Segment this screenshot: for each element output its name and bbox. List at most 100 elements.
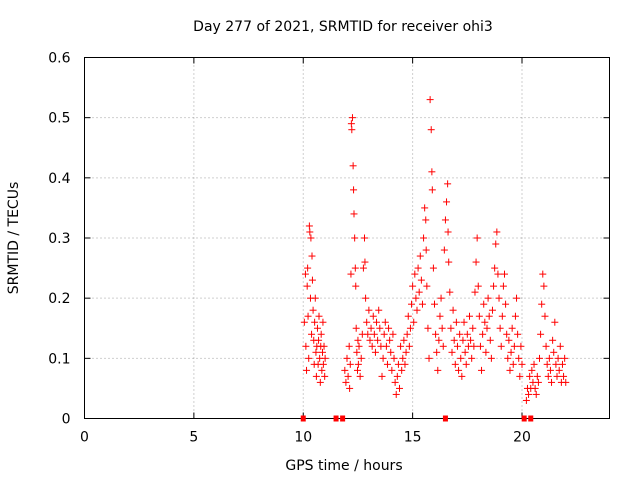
data-point [408, 300, 416, 308]
data-point [300, 318, 308, 326]
data-point [538, 300, 546, 308]
data-point [445, 258, 453, 266]
y-tick-label: 0.1 [48, 351, 70, 367]
data-point [303, 282, 311, 290]
data-point [518, 360, 526, 368]
data-point [375, 306, 383, 314]
data-point [534, 378, 542, 386]
data-point [537, 330, 545, 338]
data-point [369, 312, 377, 320]
data-point [542, 342, 550, 350]
y-tick-label: 0.5 [48, 111, 70, 127]
data-point [359, 264, 367, 272]
data-point [403, 330, 411, 338]
data-point [361, 258, 369, 266]
data-point [458, 372, 466, 380]
data-point [492, 240, 500, 248]
y-axis-label: SRMTID / TECUs [6, 182, 22, 295]
data-point [555, 366, 563, 374]
data-point [391, 378, 399, 386]
baseline-mark [528, 415, 534, 422]
data-point [304, 264, 312, 272]
data-point [459, 336, 467, 344]
data-point [398, 366, 406, 374]
data-point [405, 342, 413, 350]
data-point [399, 354, 407, 362]
data-point [510, 342, 518, 350]
data-point [401, 360, 409, 368]
data-point [456, 330, 464, 338]
data-point [373, 318, 381, 326]
baseline-mark [300, 415, 306, 422]
data-point [468, 354, 476, 362]
data-point [354, 336, 362, 344]
data-point [356, 372, 364, 380]
data-point [342, 378, 350, 386]
data-point [493, 228, 501, 236]
data-point [422, 246, 430, 254]
data-point [380, 330, 388, 338]
data-point [449, 306, 457, 314]
data-point [319, 318, 327, 326]
data-point [506, 366, 514, 374]
y-tick-label: 0.6 [48, 51, 70, 67]
data-point [554, 354, 562, 362]
data-point [311, 294, 319, 302]
data-point [505, 336, 513, 344]
x-tick-label: 15 [404, 430, 422, 446]
data-point [484, 294, 492, 302]
data-point [466, 312, 473, 320]
baseline-mark [340, 415, 346, 422]
data-point [461, 348, 469, 356]
data-point [321, 372, 329, 380]
data-point [471, 288, 479, 296]
data-point [541, 312, 549, 320]
data-point [478, 366, 486, 374]
data-point [346, 384, 354, 392]
data-point [348, 114, 356, 122]
data-point [457, 354, 465, 362]
x-tick-label: 5 [189, 430, 198, 446]
data-point [513, 294, 521, 302]
data-point [386, 336, 394, 344]
data-point [530, 360, 538, 368]
data-point [308, 330, 316, 338]
data-point [425, 354, 433, 362]
data-point [347, 120, 355, 128]
data-point [343, 354, 351, 362]
data-point [501, 270, 508, 278]
data-point [556, 342, 564, 350]
data-point [474, 282, 482, 290]
data-point [473, 234, 481, 242]
data-point [423, 282, 431, 290]
data-point [485, 312, 493, 320]
data-point [462, 360, 470, 368]
data-point [544, 372, 552, 380]
data-point [303, 366, 311, 374]
data-point [490, 282, 498, 290]
data-point [418, 300, 426, 308]
data-point [406, 324, 414, 332]
data-point [417, 276, 425, 284]
data-point [428, 186, 436, 194]
data-point [495, 294, 503, 302]
y-tick-label: 0.3 [48, 231, 70, 247]
data-point [387, 348, 395, 356]
data-point [378, 372, 386, 380]
data-point [317, 330, 325, 338]
data-point [361, 234, 368, 242]
data-point [448, 348, 456, 356]
data-point [420, 234, 428, 242]
data-point [504, 354, 512, 362]
data-point [429, 264, 437, 272]
data-point [376, 324, 384, 332]
data-point [440, 246, 448, 254]
data-point [321, 354, 329, 362]
data-point [533, 372, 541, 380]
data-point [421, 204, 429, 212]
chart-title: Day 277 of 2021, SRMTID for receiver ohi… [193, 19, 493, 35]
data-point [385, 324, 393, 332]
data-point [550, 348, 558, 356]
data-point [363, 318, 371, 326]
data-point [348, 126, 356, 134]
